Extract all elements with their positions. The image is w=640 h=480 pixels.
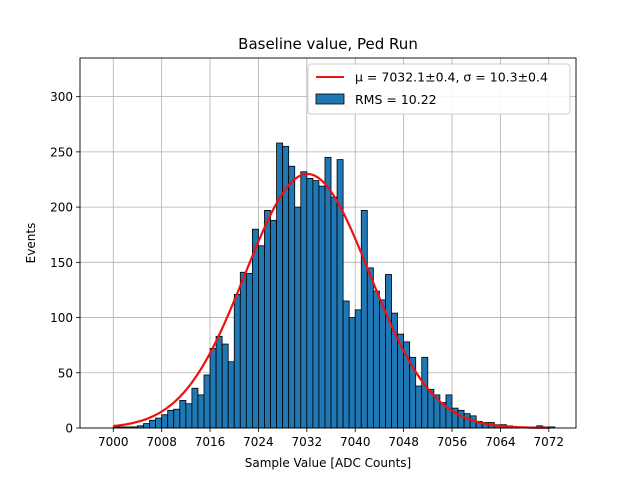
x-tick-label: 7024 [243, 435, 274, 449]
histogram-bar [251, 228, 259, 429]
histogram-bar [415, 385, 423, 429]
histogram-bar [258, 245, 265, 429]
x-tick-label: 7016 [195, 435, 226, 449]
histogram-bar [155, 417, 163, 429]
legend-box [307, 63, 571, 115]
histogram-bar [191, 387, 199, 429]
histogram-bar [300, 171, 308, 429]
histogram-bar [348, 317, 356, 429]
x-tick-label: 7064 [485, 435, 516, 449]
histogram-bar [324, 157, 332, 429]
x-tick-label: 7056 [437, 435, 468, 449]
histogram-bar [288, 165, 296, 429]
histogram-bar [457, 409, 465, 429]
y-axis-ticks: 0 50 100 150 200 250 300 [50, 90, 80, 436]
y-tick-label: 200 [50, 201, 73, 215]
histogram-bar [318, 185, 326, 429]
histogram-bar [203, 374, 211, 429]
x-tick-label: 7000 [98, 435, 129, 449]
histogram-bar [185, 403, 193, 429]
histogram-bar [463, 413, 471, 429]
histogram-bar [379, 299, 386, 429]
histogram-bar [421, 356, 429, 429]
legend: μ = 7032.1±0.4, σ = 10.3±0.4 RMS = 10.22 [307, 63, 571, 115]
histogram-bar [385, 274, 392, 429]
histogram-bar [354, 309, 362, 429]
histogram-bar [360, 210, 368, 429]
y-axis-label: Events [24, 223, 38, 264]
y-tick-label: 0 [65, 422, 73, 436]
histogram-bar [372, 290, 380, 429]
x-tick-label: 7072 [534, 435, 565, 449]
legend-hist-label: RMS = 10.22 [355, 92, 437, 107]
histogram-bar [215, 335, 223, 429]
histogram-bar [336, 159, 344, 429]
plot-frame [79, 57, 577, 429]
histogram-bar [342, 300, 350, 429]
histogram-bar [270, 219, 277, 429]
fit-curve [113, 172, 549, 429]
histogram-bar [264, 210, 271, 429]
histogram-bar [179, 399, 187, 429]
histogram-bar [227, 361, 235, 429]
y-tick-label: 250 [50, 145, 73, 159]
y-tick-label: 300 [50, 90, 73, 104]
x-tick-label: 7032 [292, 435, 323, 449]
x-tick-label: 7048 [388, 435, 419, 449]
histogram-bar [276, 142, 284, 429]
histogram-bar [233, 293, 241, 429]
y-tick-label: 150 [50, 256, 73, 270]
gaussian-fit [113, 172, 549, 429]
histogram-bar [167, 409, 175, 429]
histogram-bar [149, 419, 157, 429]
x-axis-ticks: 7000 7008 7016 7024 7032 7040 7048 7056 7064 7072 [98, 428, 564, 449]
chart-title: Baseline value, Ped Run [238, 35, 418, 53]
histogram-bar [161, 414, 169, 429]
legend-hist-swatch [315, 93, 345, 105]
histogram-bar [330, 196, 338, 429]
histogram-bar [239, 271, 247, 429]
histogram-bar [306, 177, 314, 429]
histogram-bar [197, 394, 205, 429]
histogram-bar [245, 272, 253, 429]
y-tick-label: 100 [50, 311, 73, 325]
x-tick-label: 7040 [340, 435, 371, 449]
histogram-bar [173, 408, 181, 429]
histogram-bar [209, 348, 217, 429]
histogram-bars [112, 142, 556, 429]
x-axis-label: Sample Value [ADC Counts] [245, 456, 411, 470]
histogram-bar [294, 206, 302, 429]
histogram-bar [143, 423, 150, 429]
histogram-bar [221, 343, 229, 429]
x-tick-label: 7008 [146, 435, 177, 449]
histogram-bar [366, 267, 374, 429]
histogram-bar [312, 180, 320, 429]
legend-fit-label: μ = 7032.1±0.4, σ = 10.3±0.4 [355, 70, 548, 85]
y-tick-label: 50 [58, 366, 73, 380]
